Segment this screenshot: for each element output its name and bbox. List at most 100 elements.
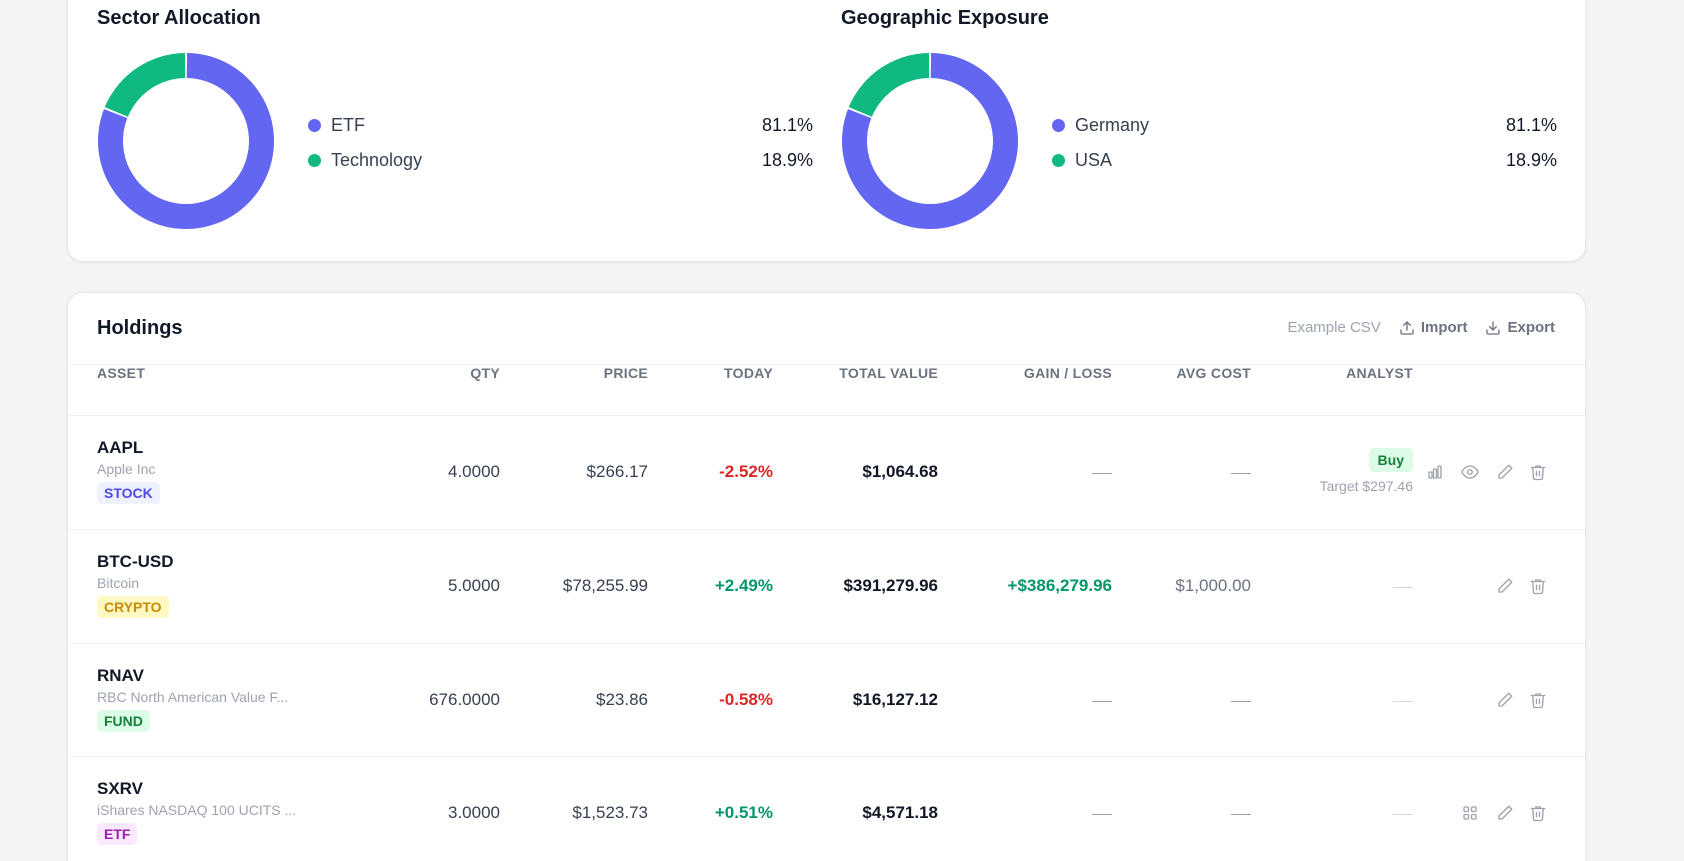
column-header-analyst[interactable]: ANALYST: [1346, 365, 1413, 381]
grid-icon[interactable]: [1459, 802, 1481, 824]
table-row[interactable]: SXRV iShares NASDAQ 100 UCITS ... ETF 3.…: [68, 757, 1585, 861]
table-row[interactable]: RNAV RBC North American Value F... FUND …: [68, 644, 1585, 757]
asset-name: iShares NASDAQ 100 UCITS ...: [97, 802, 297, 818]
divider: [68, 756, 1585, 757]
download-icon: [1486, 320, 1501, 335]
asset-ticker: BTC-USD: [97, 552, 174, 571]
gain-loss-empty: [1092, 473, 1112, 474]
column-header-total-value[interactable]: TOTAL VALUE: [839, 365, 938, 381]
column-header-today[interactable]: TODAY: [724, 365, 773, 381]
asset-type-badge: ETF: [97, 823, 138, 845]
legend-label: Technology: [331, 149, 423, 170]
donut-slice-technology: [104, 53, 186, 117]
legend-percent: 81.1%: [761, 114, 813, 135]
asset-name: Apple Inc: [97, 461, 156, 477]
total-value: $16,127.12: [852, 690, 938, 709]
column-header-asset[interactable]: ASSET: [97, 365, 146, 381]
asset-type-badge: FUND: [97, 710, 150, 732]
avg-cost-value: $1,000.00: [1175, 576, 1251, 595]
qty-value: 4.0000: [448, 462, 500, 481]
avg-cost-empty: [1231, 814, 1251, 815]
sector-donut-chart: [98, 53, 274, 230]
total-value: $4,571.18: [862, 803, 938, 822]
legend-label: Germany: [1075, 114, 1150, 135]
today-change: -2.52%: [719, 462, 773, 481]
geographic-exposure-title: Geographic Exposure: [841, 7, 1049, 29]
trash-icon[interactable]: [1527, 802, 1549, 824]
column-header-qty[interactable]: QTY: [470, 365, 500, 381]
holdings-actions: Example CSV Import Export: [1287, 319, 1555, 336]
eye-icon[interactable]: [1459, 461, 1481, 483]
divider: [68, 529, 1585, 530]
price-value: $266.17: [586, 462, 648, 481]
export-label: Export: [1507, 319, 1555, 336]
sector-allocation-title: Sector Allocation: [97, 7, 261, 29]
avg-cost-empty: [1231, 701, 1251, 702]
gain-loss-empty: [1092, 701, 1112, 702]
column-header-avg-cost[interactable]: AVG COST: [1176, 365, 1251, 381]
legend-label: USA: [1075, 149, 1113, 170]
import-button[interactable]: Import: [1399, 319, 1468, 336]
table-row[interactable]: BTC-USD Bitcoin CRYPTO 5.0000 $78,255.99…: [68, 530, 1585, 643]
asset-ticker: SXRV: [97, 779, 143, 798]
upload-icon: [1400, 320, 1414, 335]
total-value: $391,279.96: [843, 576, 938, 595]
chart-bars-icon[interactable]: [1424, 461, 1446, 483]
divider: [68, 364, 1585, 365]
column-header-gain-loss[interactable]: GAIN / LOSS: [1023, 365, 1112, 381]
price-value: $23.86: [596, 690, 648, 709]
asset-name: RBC North American Value F...: [97, 689, 289, 705]
geo-legend-item-germany: Germany 81.1%: [1052, 113, 1557, 137]
gain-loss-value: +$386,279.96: [1007, 576, 1112, 595]
legend-dot: [1052, 118, 1065, 132]
legend-dot: [308, 118, 321, 132]
today-change: +2.49%: [714, 576, 773, 595]
today-change: -0.58%: [719, 690, 773, 709]
geo-legend-item-usa: USA 18.9%: [1052, 148, 1557, 172]
pencil-icon[interactable]: [1494, 689, 1516, 711]
asset-type-badge: STOCK: [97, 482, 160, 504]
sector-legend-item-technology: Technology 18.9%: [308, 148, 813, 172]
today-change: +0.51%: [714, 803, 773, 822]
qty-value: 3.0000: [448, 803, 500, 822]
column-header-price[interactable]: PRICE: [603, 365, 648, 381]
legend-label: ETF: [331, 114, 365, 135]
asset-type-badge: CRYPTO: [97, 596, 169, 618]
gain-loss-empty: [1092, 814, 1112, 815]
analyst-target: Target $297.46: [1319, 478, 1413, 494]
asset-ticker: RNAV: [97, 666, 144, 685]
example-csv-link[interactable]: Example CSV: [1287, 319, 1380, 336]
holdings-title: Holdings: [97, 317, 183, 339]
legend-percent: 81.1%: [1505, 114, 1557, 135]
legend-percent: 18.9%: [1505, 149, 1557, 170]
divider: [68, 415, 1585, 416]
avg-cost-empty: [1231, 473, 1251, 474]
legend-percent: 18.9%: [761, 149, 813, 170]
import-label: Import: [1420, 319, 1468, 336]
analyst-empty: [1393, 701, 1413, 702]
price-value: $78,255.99: [562, 576, 648, 595]
trash-icon[interactable]: [1527, 689, 1549, 711]
analyst-empty: [1393, 587, 1413, 588]
analyst-empty: [1393, 814, 1413, 815]
pencil-icon[interactable]: [1494, 461, 1516, 483]
trash-icon[interactable]: [1527, 575, 1549, 597]
total-value: $1,064.68: [862, 462, 938, 481]
asset-name: Bitcoin: [97, 575, 140, 591]
qty-value: 676.0000: [429, 690, 500, 709]
geo-donut-chart: [842, 53, 1018, 230]
asset-ticker: AAPL: [97, 438, 144, 457]
donut-slice-usa: [848, 53, 930, 117]
pencil-icon[interactable]: [1494, 802, 1516, 824]
price-value: $1,523.73: [572, 803, 648, 822]
table-row[interactable]: AAPL Apple Inc STOCK 4.0000 $266.17 -2.5…: [68, 416, 1585, 529]
legend-dot: [1052, 153, 1065, 167]
holdings-card: Holdings Example CSV Import Export ASSET…: [67, 292, 1586, 861]
example-csv-label: Example CSV: [1287, 319, 1381, 336]
trash-icon[interactable]: [1527, 461, 1549, 483]
export-button[interactable]: Export: [1485, 319, 1555, 336]
qty-value: 5.0000: [448, 576, 500, 595]
legend-dot: [308, 153, 321, 167]
divider: [68, 643, 1585, 644]
pencil-icon[interactable]: [1494, 575, 1516, 597]
